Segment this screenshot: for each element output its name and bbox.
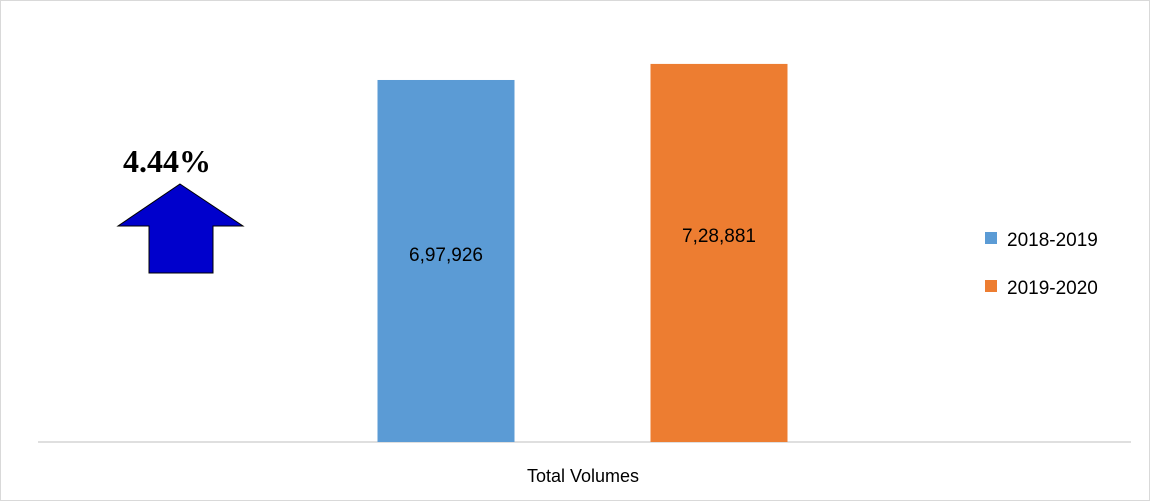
data-label-2018-2019: 6,97,926: [409, 245, 483, 266]
data-label-2019-2020: 7,28,881: [682, 226, 756, 247]
legend-label-2019-2020: 2019-2020: [1007, 278, 1098, 299]
legend-swatch-2018-2019: [985, 232, 997, 244]
legend-swatch-2019-2020: [985, 280, 997, 292]
up-arrow-icon: [116, 183, 245, 274]
bar-2018-2019: [377, 79, 515, 442]
legend: 2018-2019 2019-2020: [985, 230, 1098, 299]
category-label: Total Volumes: [527, 466, 639, 486]
percent-change-label: 4.44%: [123, 143, 211, 179]
bar-2019-2020: [650, 63, 788, 443]
legend-label-2018-2019: 2018-2019: [1007, 230, 1098, 251]
